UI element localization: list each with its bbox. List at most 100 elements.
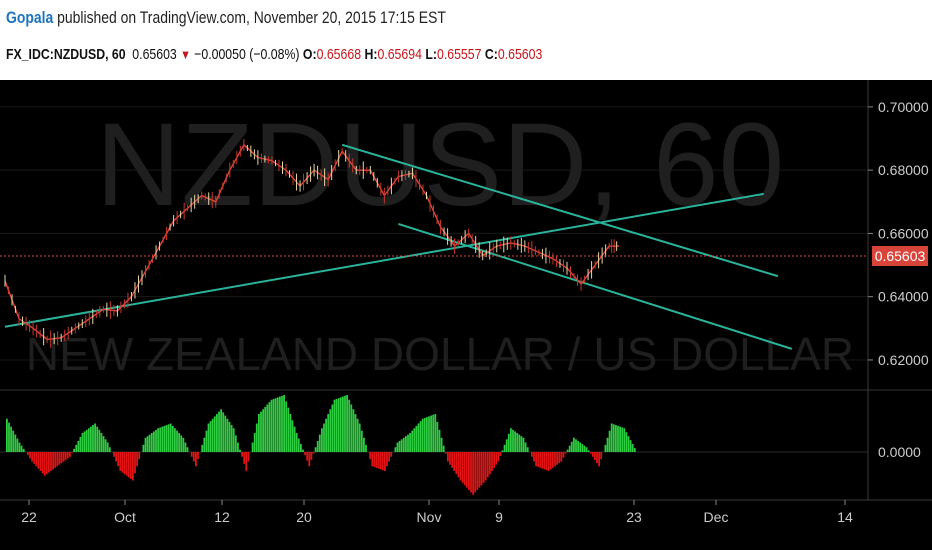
histogram-bar: [27, 452, 29, 456]
histogram-bar: [543, 452, 546, 470]
histogram-bar: [428, 416, 430, 452]
histogram-bar: [407, 434, 409, 452]
histogram-bar: [539, 452, 542, 468]
histogram-bar: [346, 395, 348, 452]
histogram-bar: [411, 430, 414, 452]
histogram-bar: [348, 399, 351, 452]
histogram-bar: [573, 437, 575, 452]
histogram-bar: [344, 395, 346, 452]
indicator-histogram: [6, 395, 636, 495]
histogram-bar: [591, 452, 594, 457]
histogram-bar: [356, 418, 359, 452]
histogram-bar: [331, 404, 334, 452]
histogram-bar: [165, 425, 168, 452]
histogram-bar: [159, 427, 162, 452]
histogram-bar: [293, 426, 296, 452]
histogram-bar: [327, 414, 330, 452]
histogram-bar: [552, 452, 554, 468]
histogram-bar: [52, 452, 54, 470]
histogram-bar: [560, 452, 563, 462]
histogram-bar: [497, 452, 500, 462]
histogram-bar: [587, 450, 590, 452]
histogram-bar: [426, 417, 428, 452]
histogram-bar: [279, 396, 281, 452]
histogram-bar: [360, 430, 363, 452]
histogram-bar: [627, 436, 630, 452]
histogram-bar: [77, 440, 80, 452]
histogram-bar: [163, 425, 166, 452]
trendline[interactable]: [398, 222, 793, 350]
histogram-bar: [18, 442, 21, 452]
histogram-bar: [134, 452, 136, 474]
histogram-bar: [570, 441, 573, 452]
time-tick-label: 14: [837, 509, 853, 525]
histogram-bar: [115, 452, 117, 462]
histogram-bar: [369, 452, 372, 460]
histogram-bar: [438, 429, 441, 452]
histogram-bar: [226, 418, 229, 452]
time-axis[interactable]: 22 Oct 12 20 Nov 9 23 Dec 14: [21, 500, 853, 525]
histogram-bar: [629, 440, 632, 452]
price-tick-label: 0.62000: [878, 352, 929, 368]
histogram-bar: [251, 442, 254, 452]
histogram-bar: [75, 444, 78, 452]
trendline[interactable]: [4, 192, 764, 328]
histogram-bar: [615, 425, 617, 452]
trendlines[interactable]: [4, 143, 793, 350]
histogram-bar: [421, 418, 424, 452]
histogram-bar: [83, 431, 86, 452]
price-chart[interactable]: NZDUSD, 60 NEW ZEALAND DOLLAR / US DOLLA…: [0, 80, 932, 550]
histogram-bar: [503, 444, 506, 452]
author-link[interactable]: Gopala: [6, 8, 54, 27]
histogram-bar: [577, 440, 579, 452]
time-tick-label: 12: [214, 509, 230, 525]
histogram-bar: [321, 428, 323, 452]
histogram-bar: [258, 414, 260, 452]
histogram-bar: [54, 452, 57, 468]
publication-line: Gopala published on TradingView.com, Nov…: [6, 8, 446, 28]
histogram-bar: [207, 423, 210, 452]
histogram-bar: [306, 452, 309, 461]
histogram-bar: [113, 452, 115, 457]
histogram-bar: [56, 452, 59, 467]
histogram-bar: [606, 437, 609, 452]
close-label: C:: [484, 46, 498, 63]
histogram-bar: [150, 433, 153, 452]
histogram-bar: [545, 452, 548, 471]
histogram-bar: [117, 452, 120, 467]
histogram-bar: [270, 399, 273, 452]
histogram-bar: [281, 395, 283, 452]
time-tick-label: 23: [626, 509, 642, 525]
histogram-bar: [619, 426, 621, 452]
price-axis[interactable]: 0.70000 0.68000 0.66000 0.64000 0.62000: [868, 99, 929, 368]
histogram-bar: [209, 421, 212, 452]
close-value: 0.65603: [497, 46, 543, 63]
histogram-bar: [533, 452, 535, 462]
histogram-bar: [566, 449, 569, 452]
time-tick-label: Nov: [417, 509, 442, 525]
histogram-bar: [625, 432, 628, 452]
chart-header: Gopala published on TradingView.com, Nov…: [0, 0, 932, 80]
histogram-bar: [14, 434, 17, 452]
histogram-bar: [255, 423, 258, 452]
histogram-bar: [430, 415, 432, 452]
histogram-bar: [377, 452, 380, 469]
histogram-bar: [470, 452, 472, 493]
histogram-bar: [419, 421, 422, 452]
histogram-bar: [323, 423, 325, 452]
histogram-bar: [371, 452, 374, 467]
histogram-bar: [182, 437, 185, 452]
histogram-bar: [8, 422, 10, 452]
histogram-bar: [98, 429, 101, 452]
histogram-bar: [310, 452, 313, 460]
histogram-bar: [465, 452, 468, 488]
histogram-bar: [262, 409, 264, 452]
histogram-bar: [222, 412, 225, 452]
histogram-bar: [600, 452, 603, 460]
histogram-bar: [31, 452, 33, 462]
trendline[interactable]: [341, 143, 779, 278]
last-price-tag-box: [872, 246, 928, 266]
histogram-bar: [33, 452, 36, 464]
histogram-bar: [436, 421, 439, 452]
histogram-bar: [73, 448, 75, 452]
